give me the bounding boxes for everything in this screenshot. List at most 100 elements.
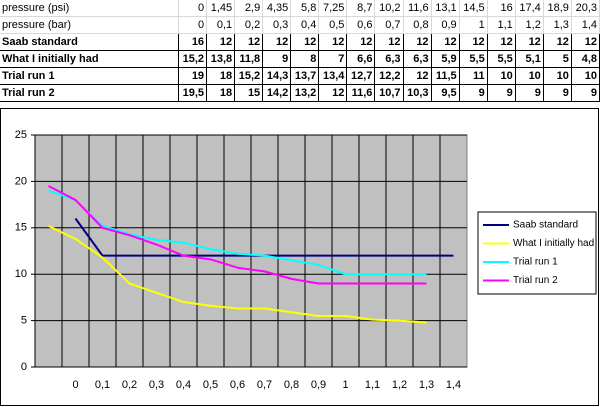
x-tick-label: 0,2 — [122, 379, 137, 391]
cell: 8,7 — [346, 0, 376, 17]
cell: 6,3 — [403, 50, 432, 68]
cell: 0,6 — [346, 16, 376, 34]
cell: 10 — [515, 67, 544, 85]
x-tick-label: 0,1 — [95, 379, 110, 391]
cell: 18 — [206, 84, 236, 102]
cell: 13,1 — [431, 0, 460, 17]
x-tick-label: 1 — [342, 379, 348, 391]
y-tick-label: 5 — [21, 315, 27, 327]
x-tick-label: 0,3 — [149, 379, 164, 391]
cell: 15,2 — [178, 50, 208, 68]
cell: 14,5 — [459, 0, 488, 17]
cell: 16 — [487, 0, 516, 17]
cell: 2,9 — [234, 0, 264, 17]
cell: 5,1 — [515, 50, 544, 68]
x-tick-label: 0,4 — [176, 379, 191, 391]
cell: 0,4 — [290, 16, 320, 34]
cell: 16 — [178, 33, 208, 51]
cell: 9,5 — [431, 84, 460, 102]
legend-label: Trial run 2 — [513, 275, 558, 286]
cell: 5,5 — [459, 50, 488, 68]
cell: 0,8 — [403, 16, 432, 34]
y-tick-label: 20 — [15, 175, 27, 187]
cell: 0,7 — [374, 16, 404, 34]
legend-label: Trial run 1 — [513, 257, 558, 268]
x-tick-label: 1,2 — [392, 379, 407, 391]
cell: 9 — [515, 84, 544, 102]
x-tick-label: 0,8 — [284, 379, 299, 391]
cell: 10 — [543, 67, 572, 85]
cell: 4,35 — [262, 0, 292, 17]
data-table: pressure (psi) 0 1,45 2,9 4,35 5,8 7,25 8,7 10,2… — [0, 0, 600, 102]
cell: 13,2 — [290, 84, 320, 102]
cell: 13,4 — [318, 67, 348, 85]
cell: 0,1 — [206, 16, 236, 34]
cell: 12 — [262, 33, 292, 51]
cell: 12 — [234, 33, 264, 51]
cell: 7 — [318, 50, 348, 68]
row-label: pressure (bar) — [0, 16, 179, 34]
cell: 10,7 — [374, 84, 404, 102]
cell: 12 — [431, 33, 460, 51]
table-row: Saab standard 16 12 12 12 12 12 12 12 12 12 12 12 12 1… — [0, 33, 600, 51]
cell: 14,3 — [262, 67, 292, 85]
y-tick-label: 15 — [15, 222, 27, 234]
cell: 0,9 — [431, 16, 460, 34]
cell: 15,2 — [234, 67, 264, 85]
table-row: pressure (bar) 0 0,1 0,2 0,3 0,4 0,5 0,6 0,7 0,8 0… — [0, 16, 600, 34]
cell: 12 — [346, 33, 376, 51]
cell: 9 — [487, 84, 516, 102]
cell: 12 — [374, 33, 404, 51]
series-line — [48, 185, 427, 285]
cell: 12 — [318, 33, 348, 51]
cell: 1,3 — [543, 16, 572, 34]
cell: 12 — [403, 33, 432, 51]
cell: 1,45 — [206, 0, 236, 17]
cell: 12 — [403, 67, 432, 85]
legend-label: Saab standard — [513, 220, 578, 231]
cell: 5,8 — [290, 0, 320, 17]
cell: 12 — [459, 33, 488, 51]
x-tick-label: 1,4 — [446, 379, 461, 391]
x-tick-label: 0,5 — [203, 379, 218, 391]
cell: 19 — [178, 67, 208, 85]
cell: 1,4 — [571, 16, 600, 34]
row-label: Trial run 2 — [0, 84, 179, 102]
cell: 17,4 — [515, 0, 544, 17]
cell: 12 — [515, 33, 544, 51]
cell: 18 — [206, 67, 236, 85]
cell: 4,8 — [571, 50, 600, 68]
x-tick-label: 1,3 — [419, 379, 434, 391]
cell: 12,7 — [346, 67, 376, 85]
y-tick-label: 0 — [21, 361, 27, 373]
cell: 10,3 — [403, 84, 432, 102]
cell: 11,6 — [403, 0, 432, 17]
cell: 12 — [571, 33, 600, 51]
chart: 0 5 10 15 20 25 0 0,1 0,2 0,3 0,4 0,5 0,6 0,7 0,8 0,9 1 1… — [0, 108, 599, 406]
cell: 9 — [262, 50, 292, 68]
cell: 20,3 — [571, 0, 600, 17]
row-label: pressure (psi) — [0, 0, 179, 17]
cell: 14,2 — [262, 84, 292, 102]
table-row: Trial run 1 19 18 15,2 14,3 13,7 13,4 12,7 12,2 1… — [0, 67, 600, 85]
cell: 6,6 — [346, 50, 376, 68]
table-row: pressure (psi) 0 1,45 2,9 4,35 5,8 7,25 8,7 10,2… — [0, 0, 600, 17]
x-tick-label: 0,9 — [311, 379, 326, 391]
row-label: What I initially had — [0, 50, 179, 68]
x-tick-label: 1,1 — [365, 379, 380, 391]
cell: 11,8 — [234, 50, 264, 68]
cell: 1 — [459, 16, 488, 34]
cell: 19,5 — [178, 84, 208, 102]
cell: 10 — [487, 67, 516, 85]
cell: 15 — [234, 84, 264, 102]
cell: 7,25 — [318, 0, 348, 17]
cell: 0 — [178, 16, 208, 34]
cell: 10,2 — [374, 0, 404, 17]
cell: 0,3 — [262, 16, 292, 34]
cell: 12 — [318, 84, 348, 102]
cell: 9 — [459, 84, 488, 102]
cell: 12,2 — [374, 67, 404, 85]
x-tick-label: 0 — [72, 379, 78, 391]
x-tick-label: 0,6 — [230, 379, 245, 391]
